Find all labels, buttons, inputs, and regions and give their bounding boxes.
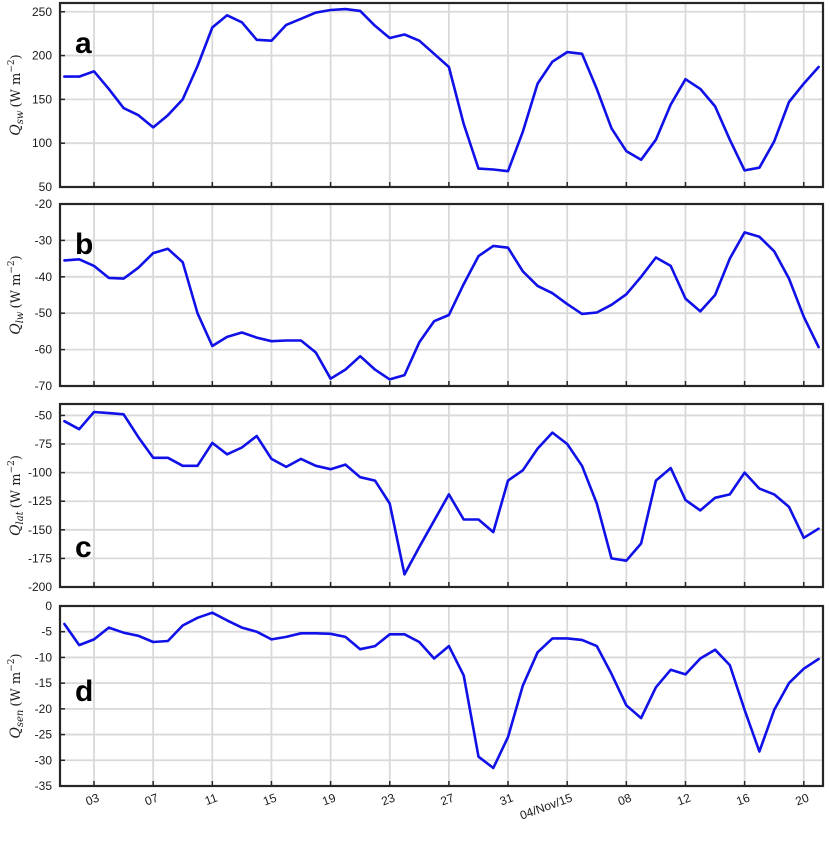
panel-c-plot-area	[60, 404, 823, 587]
panel-b-ytick-label: -20	[35, 197, 53, 211]
panel-b-letter: b	[75, 228, 93, 261]
panel-c-ylabel-units: (W m	[9, 473, 24, 508]
panel-d-ytick-label: -5	[41, 625, 52, 639]
panel-c-ylabel-close: )	[9, 455, 24, 460]
panel-b-frame	[58, 202, 825, 388]
panel-b-ylabel-close: )	[9, 255, 24, 260]
panel-c: -50 -75 -100 -125 -150 -175 -200 c Qlat (W m−2)	[7, 402, 825, 594]
panel-b-ytick-label: -60	[35, 343, 53, 357]
panel-d-letter: d	[75, 675, 93, 708]
panel-a-ylabel-subscript: sw	[15, 110, 26, 124]
panel-c-ytick-label: -150	[28, 523, 52, 537]
x-tick-label: 08	[616, 791, 634, 809]
panel-c-letter: c	[75, 531, 92, 564]
panel-d-ytick-label: 0	[45, 599, 52, 613]
x-tick-label: 27	[439, 791, 457, 809]
panel-a-ylabel-units: (W m	[9, 73, 24, 108]
panel-d: 0 -5 -10 -15 -20 -25 -30 -35 d Qsen (W m−2)	[7, 599, 825, 793]
panel-b-ytick-label: -70	[35, 379, 53, 393]
panel-d-plot-area	[60, 606, 823, 786]
x-tick-label: 15	[261, 791, 279, 809]
panel-a: 250 200 150 100 50 a Qsw (W m−2)	[7, 1, 825, 194]
panel-c-ytick-label: -200	[28, 580, 52, 594]
panel-a-ylabel-exp: −2	[7, 59, 17, 72]
panel-c-series-line	[63, 410, 820, 576]
panel-d-ylabel-exp: −2	[7, 658, 17, 671]
panel-c-ytick-label: -50	[35, 408, 53, 422]
panel-c-ytick-label: -75	[35, 437, 53, 451]
x-tick-label: 19	[320, 791, 338, 809]
x-tick-label: 12	[675, 791, 693, 809]
panel-b-ylabel: Qlw (W m−2)	[7, 255, 26, 335]
panel-a-letter: a	[75, 27, 92, 60]
panel-a-ytick-label: 100	[32, 136, 52, 150]
panel-b-series-line	[63, 231, 820, 381]
x-tick-label: 23	[379, 791, 397, 809]
panel-d-series-line	[63, 611, 820, 770]
panel-a-ytick-label: 200	[32, 49, 52, 63]
panel-d-ylabel-close: )	[9, 653, 24, 658]
panel-b-ytick-label: -30	[35, 233, 53, 247]
panel-a-ylabel-symbol: Q	[8, 124, 24, 136]
panel-a-ylabel-close: )	[9, 54, 24, 59]
panel-d-ylabel: Qsen (W m−2)	[7, 653, 26, 738]
panel-a-ylabel: Qsw (W m−2)	[7, 54, 26, 135]
panel-b-ylabel-symbol: Q	[8, 323, 24, 335]
x-tick-label: 03	[84, 791, 102, 809]
panel-b-ytick-label: -40	[35, 270, 53, 284]
x-tick-label: 16	[734, 791, 752, 809]
panel-d-ytick-label: -35	[35, 779, 53, 793]
x-tick-label: 31	[498, 791, 516, 809]
panel-b: -20 -30 -40 -50 -60 -70 b Qlw (W m−2)	[7, 197, 825, 393]
panel-c-ylabel-subscript: lat	[15, 510, 26, 524]
panel-d-ytick-label: -10	[35, 650, 53, 664]
panel-a-ytick-label: 250	[32, 5, 52, 19]
panel-d-frame	[58, 604, 825, 788]
x-tick-label: 11	[203, 791, 220, 809]
panel-a-plot-area	[60, 3, 823, 187]
panel-c-ytick-label: -125	[28, 494, 52, 508]
panel-b-plot-area	[60, 204, 823, 386]
panel-b-ylabel-exp: −2	[7, 260, 17, 273]
panel-a-frame	[58, 1, 825, 189]
panel-c-ylabel-exp: −2	[7, 460, 17, 473]
panel-d-ytick-label: -15	[35, 676, 53, 690]
x-tick-label: 20	[793, 791, 811, 809]
panel-b-ytick-label: -50	[35, 306, 53, 320]
panel-d-ylabel-units: (W m	[9, 672, 24, 707]
panel-b-ylabel-subscript: lw	[15, 311, 26, 323]
panel-c-ytick-label: -100	[28, 466, 52, 480]
panel-a-ytick-label: 150	[32, 92, 52, 106]
panel-d-ytick-label: -25	[35, 728, 53, 742]
panel-c-ylabel-symbol: Q	[8, 524, 24, 536]
panel-d-ylabel-subscript: sen	[15, 710, 26, 728]
panel-a-series-line	[63, 7, 820, 173]
panel-d-ylabel-symbol: Q	[8, 727, 24, 739]
panel-b-ylabel-units: (W m	[9, 274, 24, 309]
panel-c-ylabel: Qlat (W m−2)	[7, 455, 26, 536]
panel-c-frame	[58, 402, 825, 589]
panel-a-ytick-label: 50	[39, 180, 53, 194]
panel-d-ytick-label: -30	[35, 753, 53, 767]
x-tick-label: 07	[143, 791, 161, 809]
panel-c-ytick-label: -175	[28, 551, 52, 565]
x-tick-label: 04/Nov/15	[518, 791, 574, 823]
panel-d-ytick-label: -20	[35, 702, 53, 716]
